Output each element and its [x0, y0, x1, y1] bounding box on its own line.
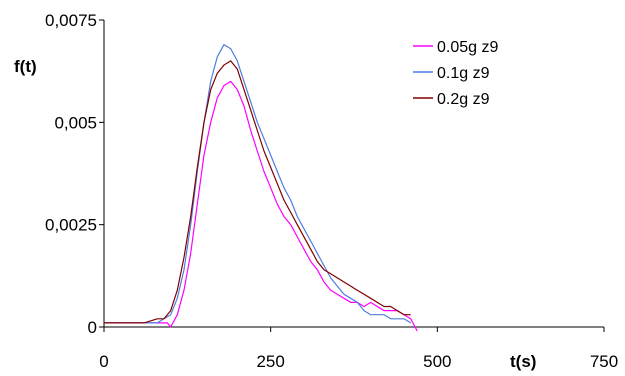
- legend-label: 0.2g z9: [437, 91, 490, 108]
- legend: 0.05g z9 0.1g z9 0.2g z9: [413, 39, 498, 108]
- series-lines: [104, 43, 418, 332]
- x-ticks: 0 250 500 750: [99, 327, 618, 371]
- series-line-3: [104, 60, 411, 324]
- series-line-2: [104, 43, 412, 324]
- y-axis-title: f(t): [14, 57, 37, 76]
- x-tick-label: 0: [99, 352, 108, 371]
- legend-label: 0.05g z9: [437, 39, 498, 56]
- y-ticks: 0 0,0025 0,005 0,0075: [45, 11, 104, 337]
- legend-label: 0.1g z9: [437, 65, 490, 82]
- x-tick-label: 500: [423, 352, 451, 371]
- y-tick-label: 0,0025: [45, 216, 97, 235]
- x-tick-label: 250: [256, 352, 284, 371]
- axes: 0 250 500 750 0 0,0025 0,005 0,0075: [45, 11, 618, 371]
- x-tick-label: 750: [590, 352, 618, 371]
- y-tick-label: 0,005: [54, 113, 97, 132]
- y-tick-label: 0: [88, 318, 97, 337]
- x-axis-title: t(s): [510, 352, 536, 371]
- y-tick-label: 0,0075: [45, 11, 97, 30]
- series-line-1: [104, 80, 418, 332]
